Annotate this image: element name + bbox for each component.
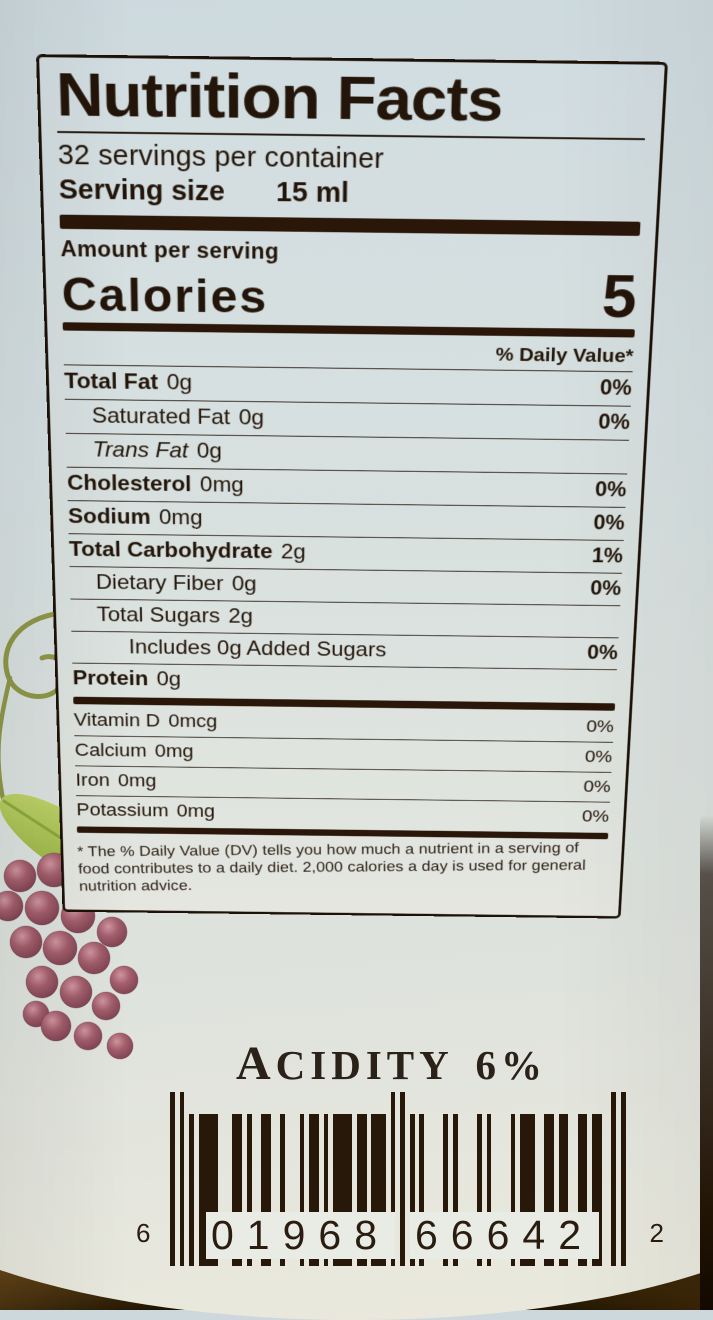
nutrient-name: Vitamin D	[73, 706, 160, 735]
nutrient-daily-value: 0%	[581, 803, 610, 830]
nutrition-facts-panel: Nutrition Facts 32 servings per containe…	[36, 54, 668, 918]
nutrient-amount: 2g	[228, 601, 253, 631]
nutrient-amount: 0mg	[155, 737, 194, 765]
nutrient-daily-value: 0%	[586, 713, 615, 741]
nutrient-amount: 0g	[232, 569, 257, 599]
nutrient-amount: 0mcg	[168, 707, 217, 736]
nutrient-rows: Total Fat 0g 0% Saturated Fat 0g 0% Trans Fat 0…	[64, 364, 633, 700]
nutrient-amount: 0g	[197, 436, 223, 467]
nutrient-row: Potassium 0mg 0%	[76, 795, 610, 831]
nutrient-daily-value: 0%	[598, 406, 631, 438]
barcode: 6 01968 66642 2	[170, 1092, 626, 1278]
nutrient-daily-value: 0%	[594, 474, 627, 505]
nutrient-name: Iron	[75, 766, 110, 794]
calories-row: Calories 5	[61, 262, 638, 326]
nutrient-daily-value: 0%	[593, 508, 626, 539]
barcode-bar	[621, 1092, 626, 1266]
calories-label: Calories	[61, 270, 268, 321]
nutrient-daily-value: 0%	[583, 773, 612, 801]
nutrient-amount: 0g	[239, 402, 264, 434]
nutrient-name: Calcium	[74, 736, 147, 765]
nutrient-name: Total Sugars	[96, 600, 220, 631]
nutrient-daily-value: 0%	[599, 372, 632, 404]
nutrient-amount: 0mg	[159, 502, 203, 533]
nutrient-amount: 0mg	[118, 767, 157, 795]
nutrient-name: Dietary Fiber	[96, 567, 224, 598]
nutrient-name: Protein	[72, 664, 148, 694]
nutrient-name: Cholesterol	[67, 468, 192, 500]
nutrient-row: Protein 0g	[72, 663, 617, 701]
bottle-edge-shadow	[700, 815, 713, 1310]
nutrient-name: Sodium	[68, 501, 151, 533]
calories-value: 5	[601, 269, 638, 326]
nutrient-name: Saturated Fat	[91, 400, 230, 433]
nutrient-daily-value: 0%	[584, 743, 613, 771]
nutrient-amount: 0mg	[176, 797, 215, 825]
nutrient-name: Total Carbohydrate	[69, 534, 273, 567]
nutrient-amount: 0g	[166, 367, 192, 399]
barcode-digit-left: 6	[136, 1218, 150, 1249]
nutrient-amount: 0mg	[200, 469, 244, 500]
nutrition-facts-title: Nutrition Facts	[55, 63, 675, 135]
nutrient-name: Includes 0g Added Sugars	[128, 632, 386, 665]
nutrient-amount: 0g	[156, 665, 181, 694]
micronutrient-rows: Vitamin D 0mcg 0% Calcium 0mg 0% Iron 0mg 0% Pota…	[73, 706, 614, 832]
serving-size-value: 15 ml	[276, 177, 349, 208]
nutrient-daily-value: 0%	[587, 638, 619, 668]
nutrient-daily-value: 0%	[590, 573, 622, 603]
thick-divider	[60, 215, 641, 236]
barcode-digit-group1: 01968	[206, 1212, 395, 1259]
barcode-digit-right: 2	[650, 1218, 664, 1249]
nutrient-name: Total Fat	[64, 365, 159, 398]
nutrient-name: Trans Fat	[92, 434, 188, 466]
servings-per-container: 32 servings per container	[57, 138, 644, 179]
nutrient-daily-value: 1%	[591, 541, 624, 572]
daily-value-footnote: * The % Daily Value (DV) tells you how m…	[77, 840, 607, 896]
acidity-text: ACIDITY 6%	[35, 1036, 713, 1091]
barcode-digit-group2: 66642	[410, 1212, 599, 1259]
nutrient-name: Potassium	[76, 796, 169, 824]
nutrient-amount: 2g	[281, 537, 306, 568]
serving-size-row: Serving size 15 ml	[58, 175, 642, 214]
serving-size-label: Serving size	[58, 175, 225, 208]
